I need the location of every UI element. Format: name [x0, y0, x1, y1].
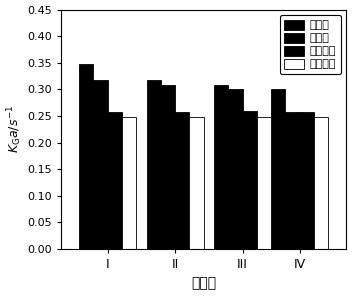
Y-axis label: $K_{\mathrm{G}}a/s^{-1}$: $K_{\mathrm{G}}a/s^{-1}$ — [6, 105, 24, 153]
Bar — [122, 117, 136, 249]
Bar — [108, 112, 122, 249]
Legend: 复合型, 有机胺, 酒石酸钾, 酒石酸钠: 复合型, 有机胺, 酒石酸钾, 酒石酸钠 — [280, 15, 341, 74]
Bar — [161, 85, 175, 249]
Bar — [300, 112, 314, 249]
Bar — [271, 89, 285, 249]
Bar — [214, 85, 228, 249]
Bar — [243, 111, 257, 249]
Bar — [228, 89, 243, 249]
Bar — [93, 80, 108, 249]
Bar — [285, 112, 300, 249]
Bar — [146, 80, 161, 249]
Bar — [79, 64, 93, 249]
Bar — [257, 117, 271, 249]
Bar — [175, 112, 189, 249]
Bar — [314, 117, 328, 249]
Bar — [189, 117, 203, 249]
X-axis label: 脱硫剂: 脱硫剂 — [191, 276, 216, 290]
